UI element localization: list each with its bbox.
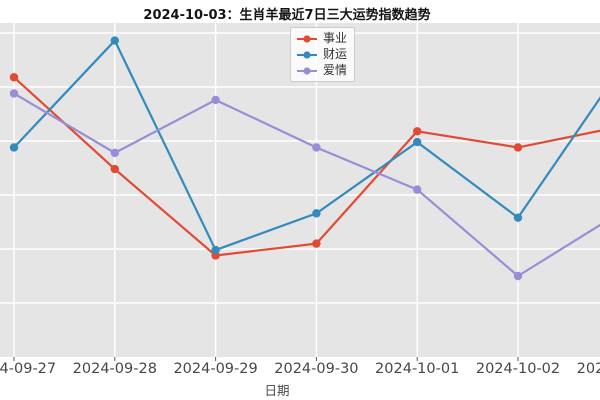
data-series bbox=[9, 36, 600, 281]
legend-label-love: 爱情 bbox=[323, 63, 348, 77]
x-tick-label: 2024-10-01 bbox=[375, 361, 460, 377]
x-tick-label: 2024-10-03 bbox=[576, 361, 600, 377]
x-tick-label: 2024-09-29 bbox=[173, 361, 258, 377]
legend-item-career: 事业 bbox=[296, 31, 347, 46]
legend: 事业 财运 爱情 bbox=[290, 27, 356, 82]
x-tick-label: 2024-10-02 bbox=[475, 361, 561, 377]
x-axis-ticks bbox=[13, 357, 519, 361]
wealth-line-marker-icon bbox=[296, 45, 318, 64]
legend-label-career: 事业 bbox=[323, 31, 348, 45]
legend-item-wealth: 财运 bbox=[296, 47, 347, 62]
legend-label-wealth: 财运 bbox=[323, 47, 348, 61]
love-line-marker-icon bbox=[296, 61, 318, 80]
career-line-marker-icon bbox=[296, 29, 318, 48]
legend-item-love: 爱情 bbox=[296, 63, 347, 78]
x-tick-label: 2024-09-28 bbox=[72, 361, 157, 377]
x-axis-title: 日期 bbox=[264, 383, 290, 398]
x-tick-label: 2024-09-30 bbox=[274, 361, 359, 377]
chart-title: 2024-10-03：生肖羊最近7日三大运势指数趋势 bbox=[143, 8, 431, 23]
x-axis-tick-labels: 2024-09-27 2024-09-28 2024-09-29 2024-09-30… bbox=[0, 361, 600, 379]
x-tick-label: 2024-09-27 bbox=[0, 361, 57, 377]
